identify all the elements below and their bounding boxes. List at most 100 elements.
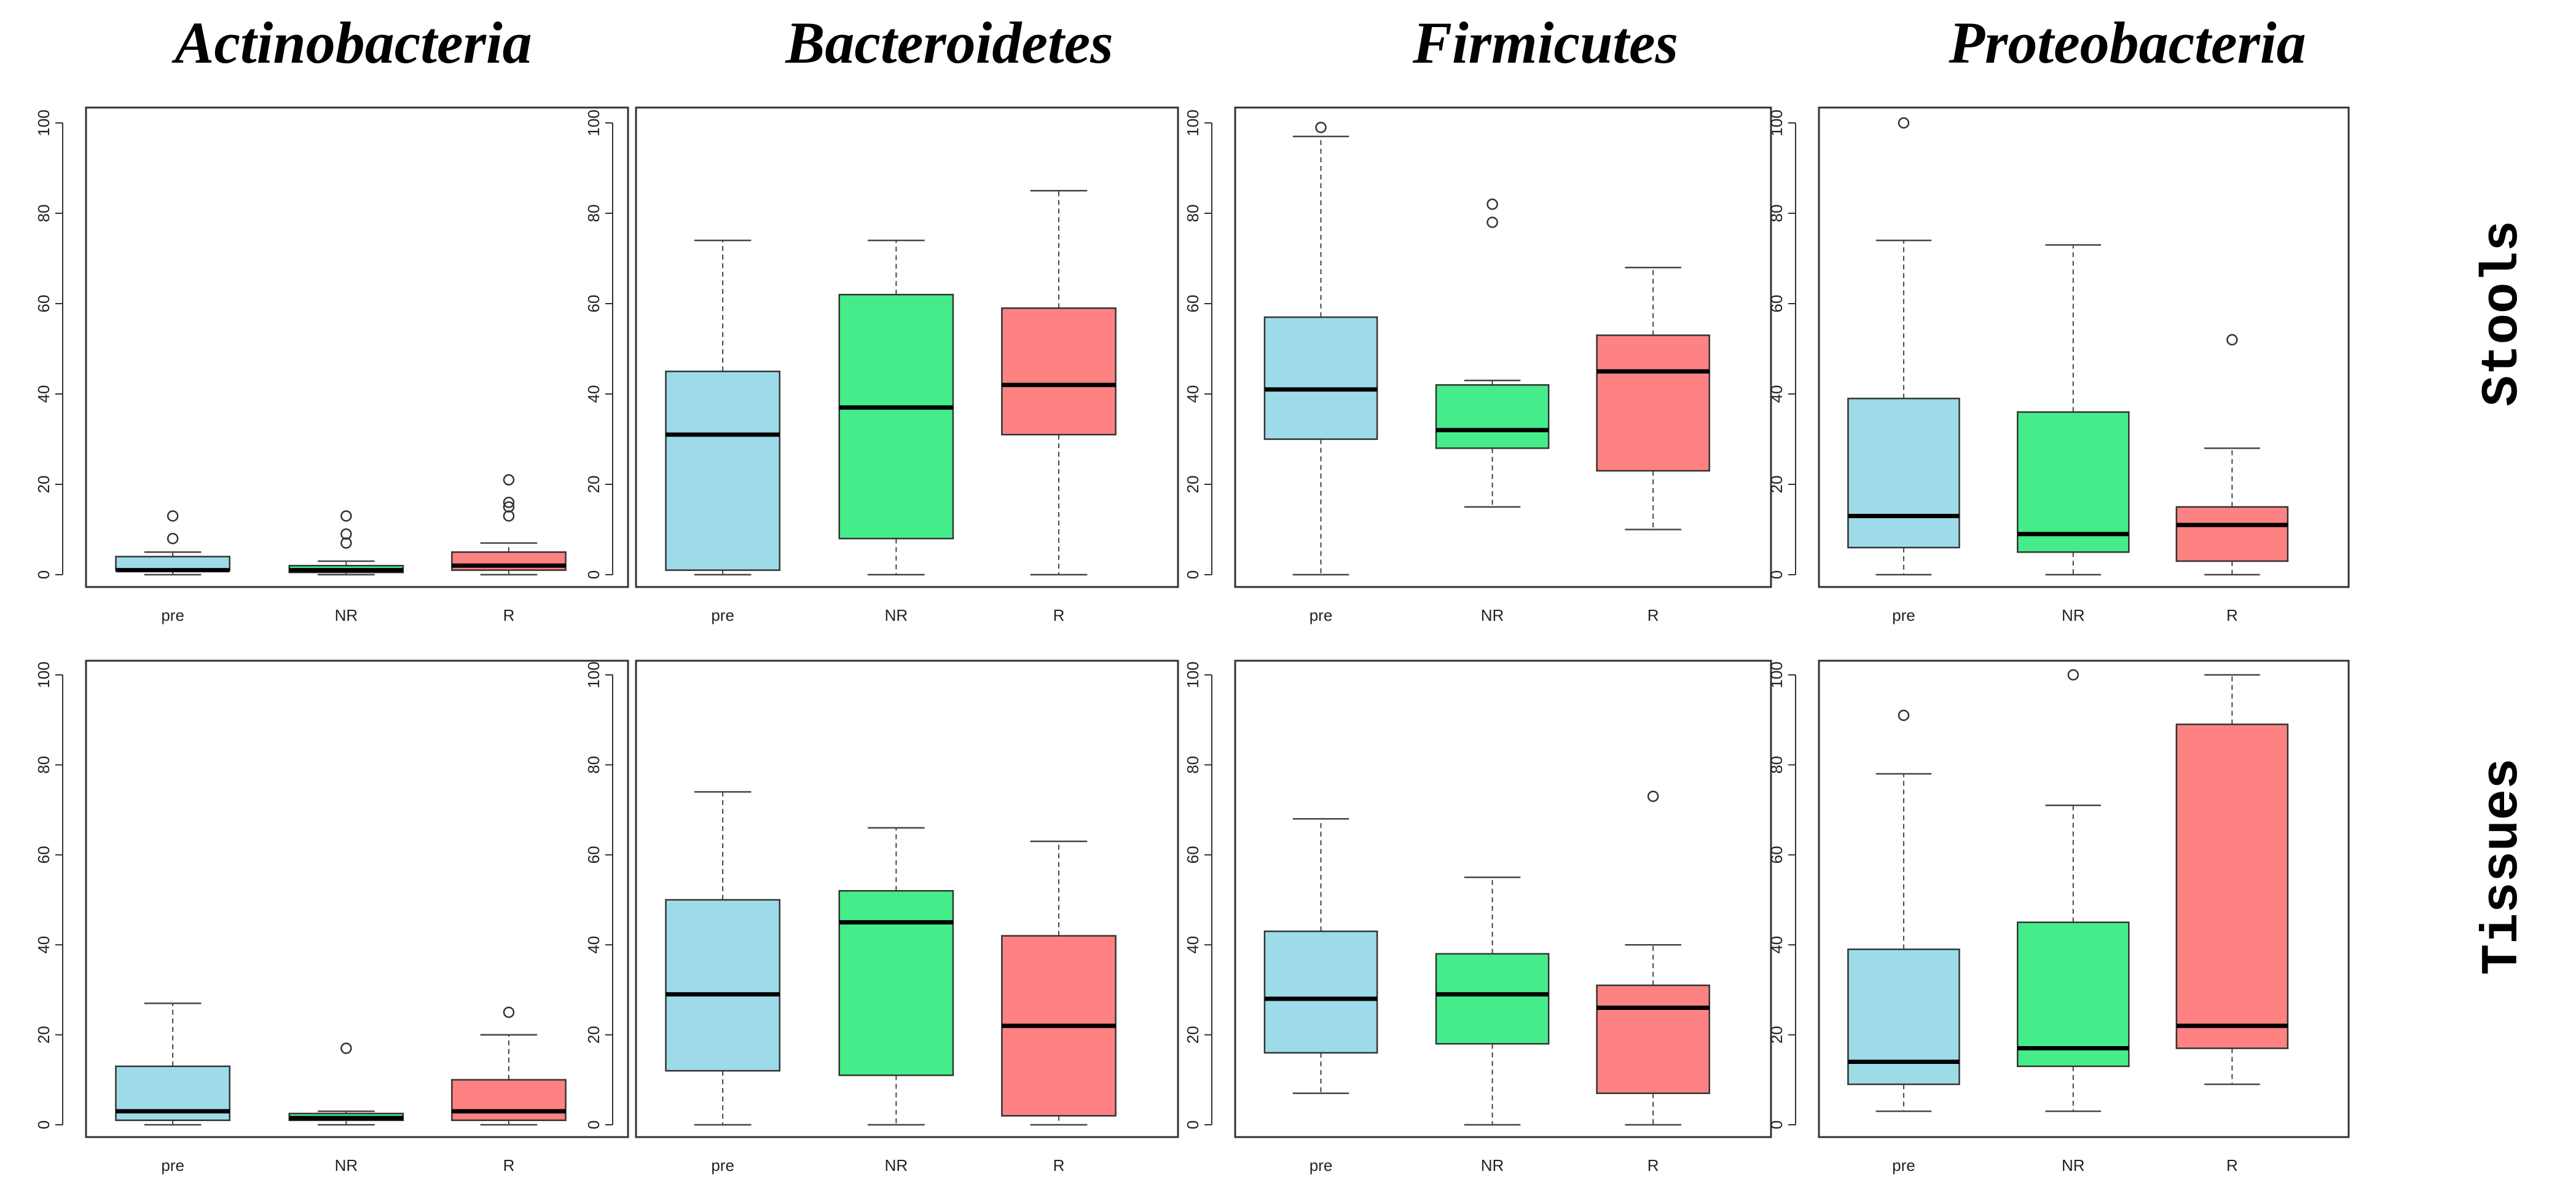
- outlier-point: [503, 501, 515, 513]
- iqr-box: [1596, 334, 1710, 472]
- box-NR: [288, 510, 404, 576]
- panel-tissues-proteobacteria: 0 20 40 60 80 100 pre NR R: [1767, 660, 2350, 1175]
- y-tick-label: 80: [1767, 205, 1786, 222]
- y-tick-label: 40: [584, 385, 603, 403]
- box-R: [2175, 674, 2289, 1085]
- iqr-box: [1263, 316, 1378, 440]
- panel-frame: [635, 106, 1179, 588]
- iqr-box: [665, 899, 780, 1072]
- outlier-point: [1898, 117, 1910, 129]
- y-tick-label: 60: [584, 846, 603, 864]
- outlier-point: [340, 1042, 352, 1054]
- y-tick-label: 0: [584, 570, 603, 579]
- y-tick-label: 60: [584, 295, 603, 313]
- y-tick-label: 40: [1184, 385, 1202, 403]
- iqr-box: [838, 294, 954, 540]
- iqr-box: [1847, 398, 1960, 549]
- outlier-point: [1486, 199, 1498, 210]
- panel-tissues-bacteroidetes: 0 20 40 60 80 100 pre NR R: [584, 660, 1179, 1175]
- panel-frame: [1818, 106, 2350, 588]
- y-tick-label: 100: [34, 661, 53, 688]
- box-NR: [288, 1042, 404, 1126]
- outlier-point: [167, 510, 179, 522]
- category-label-NR: NR: [885, 1156, 908, 1175]
- y-tick-label: 80: [1184, 756, 1202, 774]
- y-tick-label: 0: [584, 1120, 603, 1129]
- box-R: [1001, 190, 1117, 576]
- category-label-pre: pre: [1892, 1156, 1915, 1175]
- category-label-NR: NR: [335, 606, 358, 624]
- outlier-point: [340, 537, 352, 549]
- y-tick-label: 80: [584, 205, 603, 222]
- iqr-box: [1596, 984, 1710, 1095]
- iqr-box: [838, 890, 954, 1076]
- panel-frame: [1234, 106, 1772, 588]
- outlier-point: [503, 474, 515, 486]
- y-tick-label: 100: [1184, 109, 1202, 136]
- y-tick-label: 60: [1184, 295, 1202, 313]
- category-label-pre: pre: [1310, 606, 1333, 624]
- panel-frame: [85, 106, 629, 588]
- iqr-box: [1435, 953, 1550, 1045]
- y-tick-label: 20: [584, 476, 603, 494]
- outlier-point: [2226, 334, 2238, 346]
- y-tick-label: 20: [584, 1026, 603, 1044]
- y-tick-label: 40: [1767, 385, 1786, 403]
- category-label-R: R: [1647, 1156, 1659, 1175]
- y-tick-label: 60: [1184, 846, 1202, 864]
- y-tick-label: 100: [1767, 109, 1786, 136]
- column-title-bacteroidetes: Bacteroidetes: [785, 10, 1113, 76]
- box-R: [1596, 790, 1710, 1126]
- y-tick-label: 20: [1184, 476, 1202, 494]
- box-R: [1596, 266, 1710, 530]
- panel-stools-actinobacteria: 0 20 40 60 80 100 pre NR R: [34, 106, 629, 624]
- box-pre: [115, 510, 230, 576]
- category-label-R: R: [1053, 606, 1065, 624]
- y-tick-label: 0: [1767, 570, 1786, 579]
- y-tick-label: 60: [34, 295, 53, 313]
- category-label-pre: pre: [1310, 1156, 1333, 1175]
- y-tick-label: 80: [1767, 756, 1786, 774]
- iqr-box: [1847, 948, 1960, 1085]
- y-tick-label: 40: [584, 936, 603, 954]
- panel-stools-firmicutes: 0 20 40 60 80 100 pre NR R: [1184, 106, 1772, 624]
- box-NR: [2017, 669, 2130, 1112]
- outlier-point: [340, 510, 352, 522]
- y-tick-label: 20: [1767, 476, 1786, 494]
- category-label-R: R: [2226, 1156, 2238, 1175]
- y-tick-label: 100: [584, 661, 603, 688]
- iqr-box: [2175, 723, 2289, 1049]
- y-tick-label: 40: [1767, 936, 1786, 954]
- panel-frame: [635, 660, 1179, 1138]
- outlier-point: [1898, 709, 1910, 722]
- iqr-box: [1001, 307, 1117, 436]
- y-tick-label: 0: [1184, 1120, 1202, 1129]
- y-tick-label: 40: [1184, 936, 1202, 954]
- iqr-box: [2175, 506, 2289, 562]
- panel-frame: [1818, 660, 2350, 1138]
- y-tick-label: 60: [1767, 846, 1786, 864]
- y-tick-label: 0: [1767, 1120, 1786, 1129]
- y-tick-label: 0: [34, 1120, 53, 1129]
- panel-frame: [1234, 660, 1772, 1138]
- category-label-pre: pre: [711, 1156, 734, 1175]
- category-label-NR: NR: [335, 1156, 358, 1175]
- box-NR: [1435, 876, 1550, 1126]
- outlier-point: [1315, 122, 1327, 133]
- category-label-pre: pre: [161, 1156, 184, 1175]
- category-label-NR: NR: [2062, 606, 2085, 624]
- outlier-point: [1647, 790, 1659, 802]
- box-NR: [2017, 244, 2130, 576]
- category-label-R: R: [503, 1156, 515, 1175]
- y-tick-label: 100: [34, 109, 53, 136]
- box-NR: [838, 239, 954, 576]
- panels-layer: 0 20 40 60 80 100 pre NR R 0 20 40 60 80 100 pre NR R 0 20 4…: [34, 106, 2350, 1175]
- iqr-box: [1435, 384, 1550, 449]
- row-title-tissues: Tissues: [2474, 758, 2532, 975]
- box-pre: [1847, 709, 1960, 1112]
- box-pre: [665, 239, 780, 576]
- outlier-point: [2067, 669, 2079, 681]
- category-label-R: R: [1053, 1156, 1065, 1175]
- y-tick-label: 80: [1184, 205, 1202, 222]
